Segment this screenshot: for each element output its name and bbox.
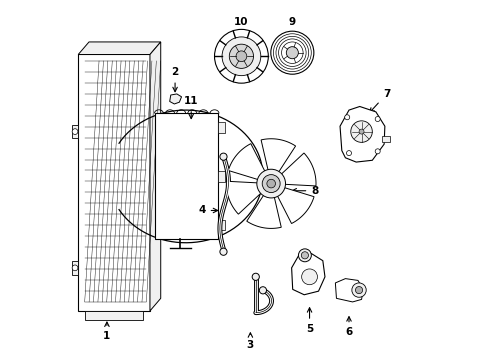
Text: 7: 7 xyxy=(369,89,391,112)
Text: 4: 4 xyxy=(198,206,218,216)
Bar xyxy=(72,261,78,275)
Circle shape xyxy=(359,129,364,134)
Bar xyxy=(218,122,224,133)
Bar xyxy=(218,220,224,230)
Text: 11: 11 xyxy=(184,96,198,118)
Bar xyxy=(155,113,218,239)
Text: 3: 3 xyxy=(247,333,254,350)
Bar xyxy=(382,136,390,142)
Circle shape xyxy=(229,44,253,68)
Polygon shape xyxy=(261,139,295,174)
Polygon shape xyxy=(292,253,325,295)
Circle shape xyxy=(375,117,380,122)
Polygon shape xyxy=(78,42,161,54)
Circle shape xyxy=(72,265,78,271)
Polygon shape xyxy=(340,107,385,162)
Circle shape xyxy=(222,37,261,76)
Circle shape xyxy=(298,249,311,262)
Circle shape xyxy=(252,273,259,280)
Polygon shape xyxy=(247,193,281,228)
Polygon shape xyxy=(150,42,161,311)
Polygon shape xyxy=(276,187,314,224)
Circle shape xyxy=(375,149,380,154)
Circle shape xyxy=(301,252,309,259)
Circle shape xyxy=(346,150,351,156)
Text: 9: 9 xyxy=(288,17,295,38)
Circle shape xyxy=(344,115,350,120)
Circle shape xyxy=(215,30,269,83)
Polygon shape xyxy=(226,181,263,214)
Circle shape xyxy=(286,47,298,59)
Circle shape xyxy=(355,287,363,294)
Circle shape xyxy=(72,129,78,134)
Circle shape xyxy=(262,175,280,193)
Circle shape xyxy=(302,269,318,285)
Text: 1: 1 xyxy=(103,322,111,341)
Text: 2: 2 xyxy=(172,67,179,92)
Polygon shape xyxy=(280,153,316,186)
Text: 5: 5 xyxy=(306,308,313,334)
Text: 10: 10 xyxy=(234,17,248,43)
Polygon shape xyxy=(335,279,364,302)
Circle shape xyxy=(220,248,227,255)
Circle shape xyxy=(236,51,247,62)
Circle shape xyxy=(352,283,366,297)
Bar xyxy=(72,125,78,138)
Text: 6: 6 xyxy=(345,317,353,337)
Text: 8: 8 xyxy=(292,186,318,196)
Circle shape xyxy=(220,153,227,160)
Circle shape xyxy=(267,179,275,188)
Polygon shape xyxy=(170,94,181,104)
Bar xyxy=(218,171,224,182)
Circle shape xyxy=(271,31,314,74)
Bar xyxy=(85,311,143,320)
Polygon shape xyxy=(228,144,266,180)
Circle shape xyxy=(257,169,286,198)
Circle shape xyxy=(351,121,372,142)
Polygon shape xyxy=(78,54,150,311)
Circle shape xyxy=(259,287,267,294)
